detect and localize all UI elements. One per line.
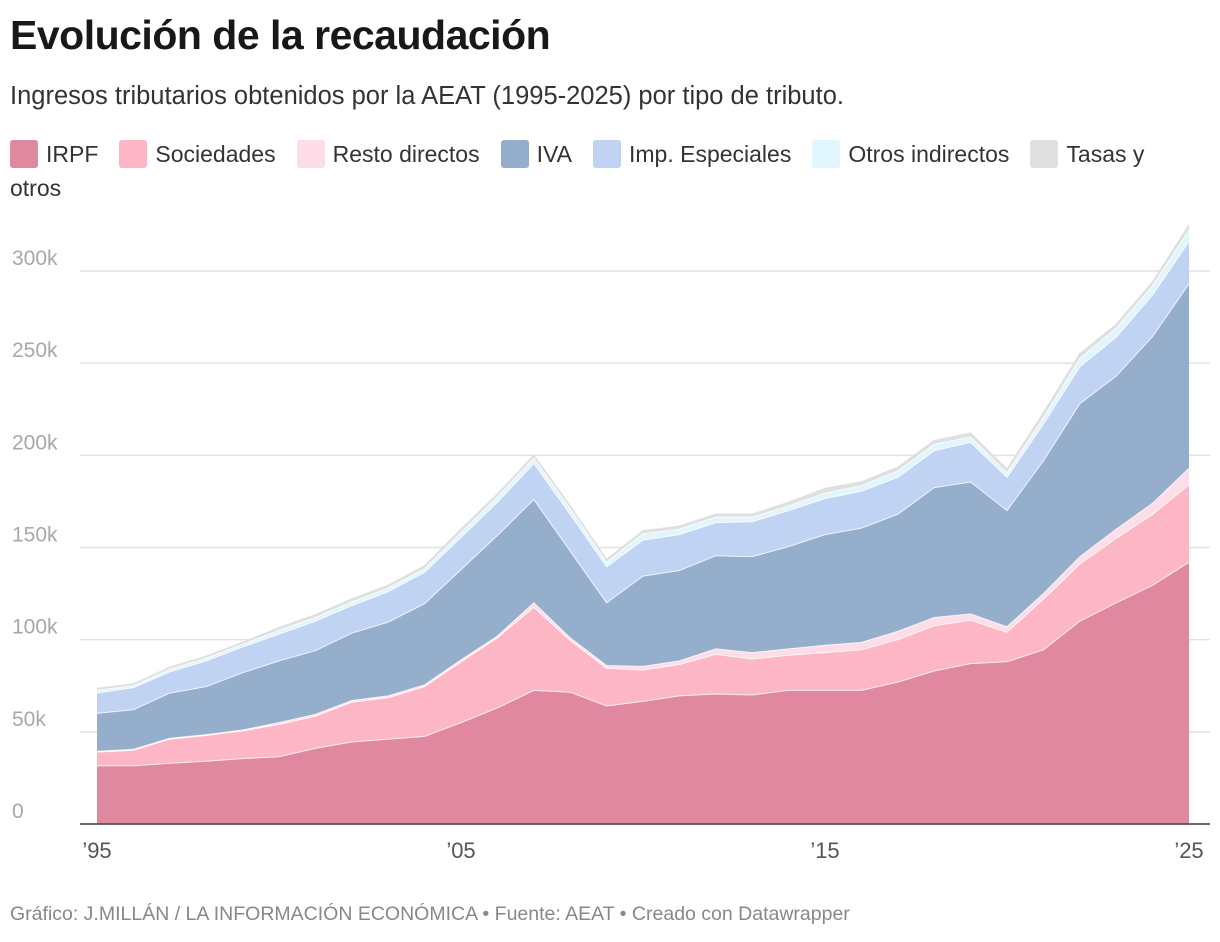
legend-item: IRPF bbox=[10, 137, 98, 171]
area-edge-line bbox=[96, 484, 1190, 753]
legend-swatch bbox=[812, 140, 841, 168]
legend-swatch bbox=[500, 140, 529, 168]
area-edge-line bbox=[96, 241, 1190, 694]
y-tick-label: 0 bbox=[12, 800, 24, 823]
y-tick-label: 150k bbox=[12, 523, 58, 546]
x-tick-label: ’15 bbox=[810, 838, 839, 863]
area-sociedades bbox=[97, 484, 1189, 766]
area-edge-line bbox=[97, 561, 1190, 767]
y-tick-label: 200k bbox=[12, 431, 58, 454]
legend-label: IRPF bbox=[46, 141, 99, 167]
area-edge-line bbox=[96, 283, 1190, 714]
x-axis-ticks: ’95 ’05 ’15 ’25 bbox=[82, 838, 1203, 863]
area-irpf bbox=[97, 562, 1189, 824]
footer-credits: Gráfico: J.MILLÁN / LA INFORMACIÓN ECONÓ… bbox=[10, 903, 850, 925]
legend-item: Tasas y bbox=[1030, 137, 1144, 171]
legend-swatch bbox=[10, 140, 38, 168]
x-tick-label: ’95 bbox=[82, 838, 111, 863]
legend-item: Resto directos bbox=[296, 137, 480, 171]
legend-item: IVA bbox=[500, 137, 572, 171]
y-tick-label: 250k bbox=[12, 339, 58, 362]
area-edge-line bbox=[96, 467, 1190, 752]
legend-label: Sociedades bbox=[155, 141, 276, 167]
legend: IRPF Sociedades Resto directos IVA Imp. Espe… bbox=[10, 137, 1180, 205]
chart-subtitle: Ingresos tributarios obtenidos por la AE… bbox=[10, 82, 844, 110]
stacked-area-chart: 0 50k 100k 150k 200k 250k 300k ’95 ’05 ’15 ’25 bbox=[12, 224, 1210, 863]
x-tick-label: ’25 bbox=[1174, 838, 1203, 863]
legend-label-continuation: otros bbox=[10, 175, 62, 201]
chart-title: Evolución de la recaudación bbox=[10, 12, 551, 58]
legend-item: Otros indirectos bbox=[812, 137, 1009, 171]
areas bbox=[80, 224, 1210, 825]
y-tick-label: 50k bbox=[12, 708, 46, 731]
legend-label: Imp. Especiales bbox=[628, 141, 792, 167]
legend-swatch bbox=[296, 140, 325, 168]
area-edge-line bbox=[96, 230, 1190, 691]
legend-swatch bbox=[1030, 140, 1059, 168]
area-iva bbox=[97, 283, 1189, 752]
y-tick-label: 100k bbox=[12, 616, 58, 639]
y-axis-ticks: 0 50k 100k 150k 200k 250k 300k bbox=[12, 247, 58, 823]
area-edge-line bbox=[96, 224, 1190, 690]
x-tick-label: ’05 bbox=[446, 838, 475, 863]
legend-item: Sociedades bbox=[119, 137, 276, 171]
legend-swatch bbox=[592, 140, 621, 168]
legend-label: Tasas y bbox=[1066, 141, 1145, 167]
legend-swatch bbox=[119, 140, 148, 168]
y-tick-label: 300k bbox=[12, 247, 58, 270]
area-imp-especiales bbox=[97, 241, 1189, 714]
legend-label: Resto directos bbox=[332, 141, 480, 167]
legend-label: Otros indirectos bbox=[848, 141, 1010, 167]
legend-item: Imp. Especiales bbox=[592, 137, 792, 171]
legend-label: IVA bbox=[536, 141, 572, 167]
